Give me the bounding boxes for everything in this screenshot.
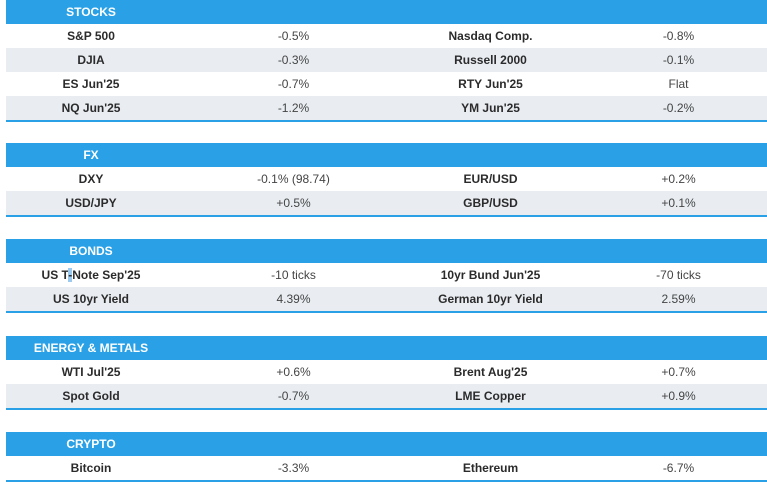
instrument-change: +0.7% <box>661 365 696 379</box>
section-divider <box>6 311 767 313</box>
section-divider <box>6 408 767 410</box>
section-divider <box>6 215 767 217</box>
instrument-change: -0.7% <box>277 389 310 403</box>
bonds-section: BONDS US T-Note Sep'25 -10 ticks 10yr Bu… <box>6 239 767 313</box>
instrument-name: NQ Jun'25 <box>61 101 121 115</box>
table-row: US 10yr Yield 4.39% German 10yr Yield 2.… <box>6 287 767 311</box>
instrument-change: -0.7% <box>277 77 310 91</box>
instrument-name: DJIA <box>77 53 105 67</box>
instrument-name: Bitcoin <box>70 461 112 475</box>
table-row: US T-Note Sep'25 -10 ticks 10yr Bund Jun… <box>6 263 767 287</box>
instrument-change: -6.7% <box>662 461 695 475</box>
instrument-name: ES Jun'25 <box>62 77 120 91</box>
section-title: CRYPTO <box>66 437 116 451</box>
instrument-name: USD/JPY <box>65 196 117 210</box>
energy-metals-section: ENERGY & METALS WTI Jul'25 +0.6% Brent A… <box>6 336 767 410</box>
instrument-change: +0.5% <box>276 196 311 210</box>
instrument-name: 10yr Bund Jun'25 <box>440 268 541 282</box>
table-row: DXY -0.1% (98.74) EUR/USD +0.2% <box>6 167 767 191</box>
instrument-name: YM Jun'25 <box>461 101 520 115</box>
section-header: ENERGY & METALS <box>6 336 767 360</box>
fx-section: FX DXY -0.1% (98.74) EUR/USD +0.2% USD/J… <box>6 143 767 217</box>
instrument-name: RTY Jun'25 <box>458 77 523 91</box>
table-row: Bitcoin -3.3% Ethereum -6.7% <box>6 456 767 480</box>
instrument-change: +0.2% <box>661 172 696 186</box>
instrument-name: DXY <box>78 172 104 186</box>
instrument-name: Spot Gold <box>62 389 120 403</box>
section-header: CRYPTO <box>6 432 767 456</box>
instrument-name: LME Copper <box>455 389 526 403</box>
instrument-change: 2.59% <box>661 292 696 306</box>
section-divider <box>6 480 767 482</box>
table-row: ES Jun'25 -0.7% RTY Jun'25 Flat <box>6 72 767 96</box>
instrument-name: US T-Note Sep'25 <box>6 263 176 287</box>
table-row: DJIA -0.3% Russell 2000 -0.1% <box>6 48 767 72</box>
instrument-name: WTI Jul'25 <box>61 365 121 379</box>
instrument-name: EUR/USD <box>463 172 518 186</box>
instrument-name: German 10yr Yield <box>438 292 543 306</box>
instrument-change: -0.1% (98.74) <box>257 172 330 186</box>
instrument-change: -1.2% <box>277 101 310 115</box>
instrument-change: +0.9% <box>661 389 696 403</box>
table-row: NQ Jun'25 -1.2% YM Jun'25 -0.2% <box>6 96 767 120</box>
instrument-change: +0.1% <box>661 196 696 210</box>
instrument-change: -0.1% <box>662 53 695 67</box>
table-row: S&P 500 -0.5% Nasdaq Comp. -0.8% <box>6 24 767 48</box>
instrument-change: 4.39% <box>276 292 311 306</box>
instrument-change: Flat <box>668 77 689 91</box>
instrument-change: -0.8% <box>662 29 695 43</box>
section-header: STOCKS <box>6 0 767 24</box>
instrument-name: US 10yr Yield <box>52 292 130 306</box>
instrument-change: +0.6% <box>276 365 311 379</box>
instrument-change: -10 ticks <box>271 268 316 282</box>
instrument-name-part: US T <box>41 268 69 282</box>
instrument-name: S&P 500 <box>67 29 115 43</box>
instrument-name: Ethereum <box>462 461 519 475</box>
section-divider <box>6 120 767 122</box>
text-selection-highlight: - <box>68 268 73 282</box>
instrument-name: Russell 2000 <box>454 53 527 67</box>
instrument-change: -0.3% <box>277 53 310 67</box>
section-title: BONDS <box>69 244 113 258</box>
instrument-name-part: Note Sep'25 <box>72 268 141 282</box>
section-title: ENERGY & METALS <box>33 341 149 355</box>
section-header: BONDS <box>6 239 767 263</box>
section-title: FX <box>83 148 99 162</box>
table-row: USD/JPY +0.5% GBP/USD +0.1% <box>6 191 767 215</box>
instrument-name: Brent Aug'25 <box>453 365 528 379</box>
table-row: Spot Gold -0.7% LME Copper +0.9% <box>6 384 767 408</box>
instrument-name: GBP/USD <box>463 196 518 210</box>
stocks-section: STOCKS S&P 500 -0.5% Nasdaq Comp. -0.8% … <box>6 0 767 122</box>
instrument-name: Nasdaq Comp. <box>448 29 533 43</box>
instrument-change: -0.5% <box>277 29 310 43</box>
crypto-section: CRYPTO Bitcoin -3.3% Ethereum -6.7% <box>6 432 767 482</box>
section-header: FX <box>6 143 767 167</box>
instrument-change: -3.3% <box>277 461 310 475</box>
instrument-change: -70 ticks <box>656 268 701 282</box>
instrument-change: -0.2% <box>662 101 695 115</box>
section-title: STOCKS <box>66 5 116 19</box>
table-row: WTI Jul'25 +0.6% Brent Aug'25 +0.7% <box>6 360 767 384</box>
